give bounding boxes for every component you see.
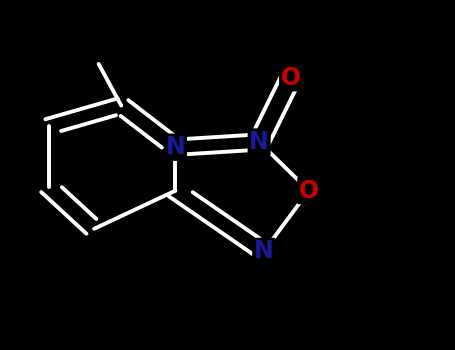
Text: O: O <box>281 66 301 90</box>
Text: N: N <box>166 135 185 159</box>
Text: N: N <box>249 130 269 154</box>
Text: N: N <box>254 239 273 264</box>
Text: O: O <box>299 178 319 203</box>
